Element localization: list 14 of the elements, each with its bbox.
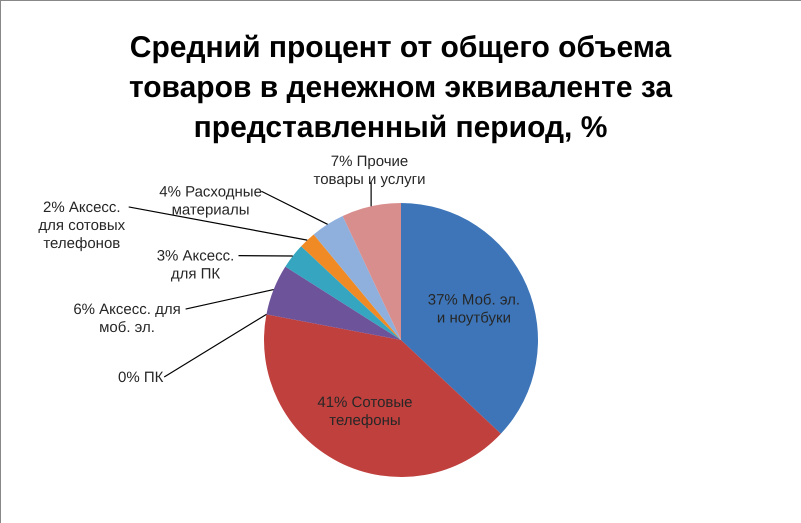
pie-slice — [301, 234, 401, 340]
slice-label: 7% Прочие товары и услуги — [314, 153, 426, 188]
slice-label: 41% Сотовые телефоны — [317, 394, 413, 429]
slice-label: 3% Аксесс. для ПК — [156, 248, 234, 283]
pie-slice — [285, 246, 401, 340]
slice-label: 2% Аксесс. для сотовых телефонов — [38, 198, 126, 252]
slice-label: 37% Моб. эл. и ноутбуки — [428, 291, 520, 326]
text: 0% ПК — [118, 368, 164, 386]
slice-label: 4% Расходные материалы — [159, 183, 262, 218]
pie-slice — [314, 216, 401, 340]
pie-slice — [342, 203, 401, 340]
chart-title: Средний процент от общего объема товаров в денежном эквиваленте за представленный период, % — [128, 31, 672, 144]
slice-label: 6% Аксесс. для моб. эл. — [73, 301, 181, 336]
pie-slice — [266, 266, 401, 340]
